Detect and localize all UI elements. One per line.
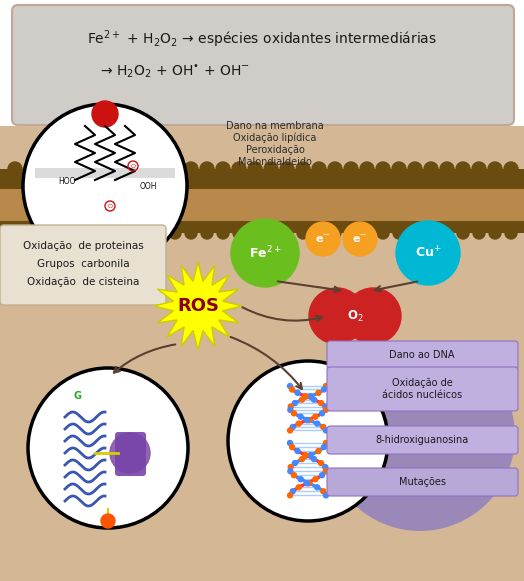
Circle shape	[473, 227, 485, 239]
Text: HOO: HOO	[58, 177, 75, 185]
FancyBboxPatch shape	[327, 341, 518, 369]
Text: ROS: ROS	[177, 297, 219, 315]
Circle shape	[315, 485, 320, 490]
Circle shape	[248, 162, 262, 176]
Circle shape	[307, 418, 312, 422]
Circle shape	[361, 227, 373, 239]
Text: G: G	[74, 391, 82, 401]
Text: Mutações: Mutações	[398, 477, 445, 487]
Circle shape	[265, 227, 277, 239]
Circle shape	[101, 514, 115, 528]
Circle shape	[304, 480, 310, 486]
Circle shape	[304, 418, 310, 422]
Circle shape	[231, 219, 299, 287]
Circle shape	[456, 162, 470, 176]
Circle shape	[344, 162, 358, 176]
Text: Oxidação de
ácidos nucléicos: Oxidação de ácidos nucléicos	[382, 378, 462, 400]
Circle shape	[377, 227, 389, 239]
Circle shape	[296, 162, 310, 176]
Circle shape	[216, 162, 230, 176]
Circle shape	[300, 457, 304, 461]
Text: e$^{-}$: e$^{-}$	[352, 234, 368, 245]
Circle shape	[28, 368, 188, 528]
Text: Cu$^{+}$: Cu$^{+}$	[414, 245, 441, 261]
Circle shape	[41, 227, 53, 239]
Circle shape	[288, 407, 293, 413]
Circle shape	[40, 162, 54, 176]
Text: Oxidação lipídica: Oxidação lipídica	[233, 132, 316, 144]
Circle shape	[137, 227, 149, 239]
Circle shape	[184, 162, 198, 176]
Text: O: O	[130, 163, 136, 168]
FancyBboxPatch shape	[115, 432, 146, 476]
Circle shape	[105, 227, 117, 239]
Bar	[0, 189, 524, 221]
Text: Fe$^{2+}$: Fe$^{2+}$	[248, 245, 281, 261]
Circle shape	[311, 397, 316, 402]
Circle shape	[280, 162, 294, 176]
Circle shape	[505, 227, 517, 239]
Circle shape	[312, 162, 326, 176]
Circle shape	[23, 104, 187, 268]
Text: Oxidação  de proteinas: Oxidação de proteinas	[23, 241, 144, 251]
Text: O$_2$: O$_2$	[347, 309, 363, 324]
Circle shape	[306, 222, 340, 256]
Circle shape	[489, 227, 501, 239]
Circle shape	[345, 288, 401, 344]
Text: Fe$^{2+}$ + H$_2$O$_2$ → espécies oxidantes intermediárias: Fe$^{2+}$ + H$_2$O$_2$ → espécies oxidan…	[87, 28, 437, 50]
Circle shape	[329, 227, 341, 239]
Circle shape	[288, 383, 292, 389]
Circle shape	[296, 421, 301, 426]
Circle shape	[291, 411, 297, 416]
Circle shape	[321, 425, 326, 429]
Circle shape	[92, 101, 118, 127]
Circle shape	[290, 444, 294, 450]
Circle shape	[322, 444, 326, 450]
Circle shape	[472, 162, 486, 176]
Circle shape	[296, 485, 301, 490]
Circle shape	[264, 162, 278, 176]
Circle shape	[307, 480, 312, 486]
Circle shape	[409, 227, 421, 239]
Circle shape	[300, 397, 304, 402]
Circle shape	[323, 407, 328, 413]
Circle shape	[249, 227, 261, 239]
Circle shape	[110, 433, 150, 473]
FancyBboxPatch shape	[327, 367, 518, 411]
FancyBboxPatch shape	[0, 225, 166, 305]
Circle shape	[288, 404, 293, 409]
Circle shape	[228, 361, 388, 521]
Circle shape	[343, 222, 377, 256]
Circle shape	[288, 493, 292, 498]
Circle shape	[88, 162, 102, 176]
Circle shape	[323, 383, 329, 389]
Circle shape	[9, 227, 21, 239]
Circle shape	[376, 162, 390, 176]
Circle shape	[308, 453, 313, 458]
Circle shape	[323, 469, 328, 474]
Circle shape	[24, 162, 38, 176]
Circle shape	[72, 162, 86, 176]
Circle shape	[345, 227, 357, 239]
Circle shape	[297, 227, 309, 239]
Text: Grupos  carbonila: Grupos carbonila	[37, 259, 129, 269]
Circle shape	[57, 227, 69, 239]
Circle shape	[185, 227, 197, 239]
Circle shape	[298, 477, 303, 482]
Circle shape	[295, 390, 300, 395]
Circle shape	[152, 162, 166, 176]
Circle shape	[441, 227, 453, 239]
FancyBboxPatch shape	[12, 5, 514, 125]
Circle shape	[288, 428, 292, 433]
Circle shape	[316, 390, 321, 395]
Circle shape	[323, 428, 329, 433]
Circle shape	[298, 414, 303, 419]
Bar	[35, 168, 175, 178]
FancyBboxPatch shape	[0, 126, 524, 581]
Circle shape	[288, 465, 293, 469]
Circle shape	[89, 227, 101, 239]
Circle shape	[308, 394, 313, 399]
Circle shape	[392, 162, 406, 176]
Text: O: O	[107, 203, 113, 209]
